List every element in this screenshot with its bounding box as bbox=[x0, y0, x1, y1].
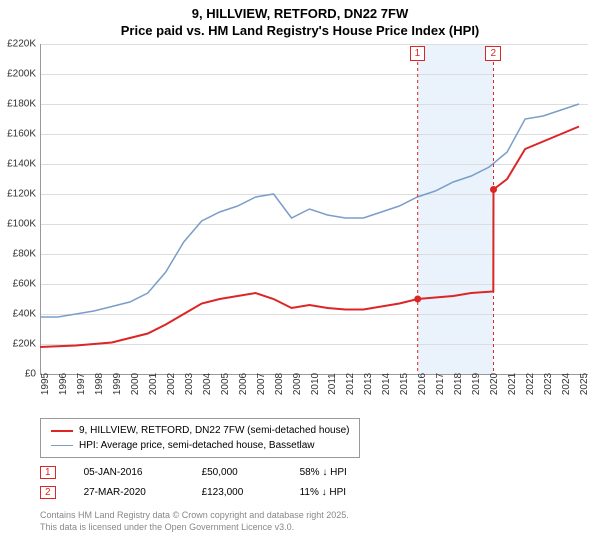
x-tick-label: 1996 bbox=[58, 373, 69, 395]
x-tick-label: 2002 bbox=[166, 373, 177, 395]
sale-row: 1 05-JAN-2016 £50,000 58% ↓ HPI bbox=[40, 462, 347, 482]
title-line-1: 9, HILLVIEW, RETFORD, DN22 7FW bbox=[0, 6, 600, 23]
sales-table: 1 05-JAN-2016 £50,000 58% ↓ HPI 2 27-MAR-2020… bbox=[40, 462, 347, 502]
x-tick-label: 1998 bbox=[94, 373, 105, 395]
sale-row: 2 27-MAR-2020 £123,000 11% ↓ HPI bbox=[40, 482, 347, 502]
line-plot bbox=[40, 44, 588, 374]
x-tick-label: 2011 bbox=[327, 373, 338, 395]
x-tick-label: 2003 bbox=[184, 373, 195, 395]
legend: 9, HILLVIEW, RETFORD, DN22 7FW (semi-det… bbox=[40, 418, 360, 458]
x-tick-label: 1995 bbox=[40, 373, 51, 395]
y-tick-label: £200K bbox=[7, 69, 36, 80]
sale-marker: 2 bbox=[485, 46, 501, 61]
y-tick-label: £40K bbox=[13, 309, 36, 320]
chart-title: 9, HILLVIEW, RETFORD, DN22 7FW Price pai… bbox=[0, 0, 600, 40]
x-tick-label: 2022 bbox=[525, 373, 536, 395]
x-tick-label: 1999 bbox=[112, 373, 123, 395]
sale-price: £123,000 bbox=[202, 487, 272, 498]
sale-number: 2 bbox=[40, 486, 56, 499]
legend-line-swatch bbox=[51, 445, 73, 447]
x-tick-label: 2007 bbox=[256, 373, 267, 395]
plot-area: £0£20K£40K£60K£80K£100K£120K£140K£160K£1… bbox=[40, 44, 588, 374]
y-tick-label: £20K bbox=[13, 339, 36, 350]
chart-container: 9, HILLVIEW, RETFORD, DN22 7FW Price pai… bbox=[0, 0, 600, 560]
sale-delta: 58% ↓ HPI bbox=[300, 467, 347, 478]
x-tick-label: 2024 bbox=[561, 373, 572, 395]
x-tick-label: 2017 bbox=[435, 373, 446, 395]
x-tick-label: 1997 bbox=[76, 373, 87, 395]
footer-line-1: Contains HM Land Registry data © Crown c… bbox=[40, 510, 349, 522]
sale-delta: 11% ↓ HPI bbox=[300, 487, 347, 498]
x-tick-label: 2000 bbox=[130, 373, 141, 395]
y-tick-label: £180K bbox=[7, 99, 36, 110]
sale-date: 05-JAN-2016 bbox=[84, 467, 174, 478]
x-tick-label: 2006 bbox=[238, 373, 249, 395]
legend-line-swatch bbox=[51, 430, 73, 432]
y-tick-label: £80K bbox=[13, 249, 36, 260]
x-tick-label: 2023 bbox=[543, 373, 554, 395]
y-tick-label: £160K bbox=[7, 129, 36, 140]
y-tick-label: £0 bbox=[25, 369, 36, 380]
sale-date: 27-MAR-2020 bbox=[84, 487, 174, 498]
attribution-footer: Contains HM Land Registry data © Crown c… bbox=[40, 510, 349, 533]
series-hpi bbox=[40, 104, 579, 317]
x-tick-label: 2012 bbox=[345, 373, 356, 395]
legend-item: 9, HILLVIEW, RETFORD, DN22 7FW (semi-det… bbox=[51, 423, 349, 438]
legend-label: HPI: Average price, semi-detached house,… bbox=[79, 438, 315, 453]
y-tick-label: £140K bbox=[7, 159, 36, 170]
x-tick-label: 2004 bbox=[202, 373, 213, 395]
legend-item: HPI: Average price, semi-detached house,… bbox=[51, 438, 349, 453]
x-tick-label: 2009 bbox=[292, 373, 303, 395]
x-tick-label: 2021 bbox=[507, 373, 518, 395]
y-tick-label: £60K bbox=[13, 279, 36, 290]
x-tick-label: 2020 bbox=[489, 373, 500, 395]
footer-line-2: This data is licensed under the Open Gov… bbox=[40, 522, 349, 534]
y-tick-label: £120K bbox=[7, 189, 36, 200]
x-tick-label: 2008 bbox=[274, 373, 285, 395]
legend-label: 9, HILLVIEW, RETFORD, DN22 7FW (semi-det… bbox=[79, 423, 349, 438]
y-tick-label: £100K bbox=[7, 219, 36, 230]
x-tick-label: 2001 bbox=[148, 373, 159, 395]
sale-number: 1 bbox=[40, 466, 56, 479]
x-tick-label: 2010 bbox=[310, 373, 321, 395]
title-line-2: Price paid vs. HM Land Registry's House … bbox=[0, 23, 600, 40]
sale-price: £50,000 bbox=[202, 467, 272, 478]
x-tick-label: 2013 bbox=[363, 373, 374, 395]
x-tick-label: 2015 bbox=[399, 373, 410, 395]
x-tick-label: 2014 bbox=[381, 373, 392, 395]
x-tick-label: 2016 bbox=[417, 373, 428, 395]
x-tick-label: 2025 bbox=[579, 373, 590, 395]
sale-marker: 1 bbox=[410, 46, 426, 61]
y-tick-label: £220K bbox=[7, 39, 36, 50]
x-tick-label: 2005 bbox=[220, 373, 231, 395]
x-tick-label: 2018 bbox=[453, 373, 464, 395]
x-tick-label: 2019 bbox=[471, 373, 482, 395]
